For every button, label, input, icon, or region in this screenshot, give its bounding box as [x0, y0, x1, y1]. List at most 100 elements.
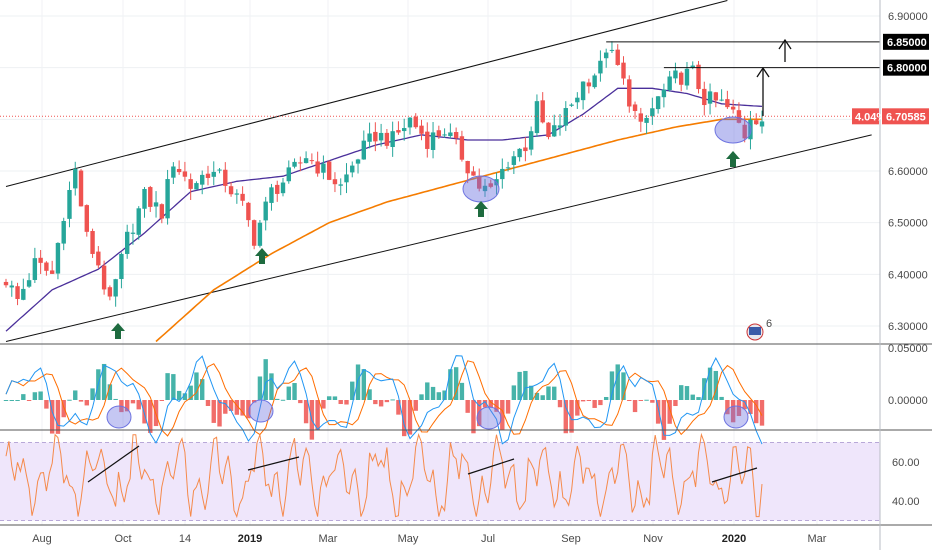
price-highlight [462, 175, 500, 203]
candle-body [61, 221, 66, 244]
macd-histogram-bar [275, 398, 280, 400]
candle-body [488, 183, 493, 187]
candle-body [315, 161, 320, 174]
macd-histogram-bar [736, 400, 742, 416]
candle-body [49, 270, 55, 274]
candle-body [200, 174, 205, 185]
candle-body [673, 70, 678, 79]
candle-body [344, 174, 349, 183]
candle-body [500, 168, 505, 180]
candle-body [419, 125, 424, 134]
candle-body [217, 169, 222, 171]
candle-body [101, 265, 107, 290]
macd-pane: 0.00000 0.05000 [3, 343, 928, 445]
candle-body [211, 171, 216, 177]
target-arrow-1-head [756, 66, 770, 78]
candle-body [401, 128, 407, 132]
macd-histogram-bar [621, 372, 626, 400]
macd-histogram-bar [407, 400, 413, 435]
candle-body [73, 168, 78, 189]
candle-body [165, 179, 170, 219]
candle-body [615, 49, 620, 65]
macd-histogram-bar [696, 397, 701, 400]
candle-body [159, 204, 165, 219]
macd-histogram-bar [113, 398, 118, 400]
candle-body [338, 184, 343, 186]
level-label-box [883, 33, 929, 50]
macd-histogram-bar [240, 400, 245, 416]
macd-histogram-bar [148, 400, 153, 433]
macd-histogram-bar [176, 390, 182, 400]
time-tick-label: Jul [481, 533, 495, 545]
candle-body [205, 173, 211, 178]
time-tick-label: Mar [319, 533, 338, 545]
change-label-box [852, 108, 879, 125]
candle-body [655, 96, 661, 110]
macd-histogram-bar [55, 400, 61, 434]
macd-histogram-bar [713, 370, 719, 400]
gridlines [0, 0, 880, 525]
candle-body [257, 222, 263, 246]
candle-body [534, 101, 540, 134]
macd-histogram-bar [217, 400, 222, 427]
macd-histogram-bar [361, 369, 367, 400]
candle-body [742, 124, 747, 139]
macd-histogram-bar [580, 400, 586, 402]
time-tick-label: Mar [808, 533, 827, 545]
price-tick-label: 6.40000 [888, 269, 928, 281]
macd-histogram-bar [615, 364, 620, 400]
candle-body [580, 81, 586, 101]
macd-histogram-bar [488, 400, 493, 408]
time-tick-label: May [398, 533, 419, 545]
candle-body [517, 148, 522, 158]
ma-slow-line [155, 118, 762, 343]
rsi-trendline [467, 458, 515, 475]
macd-histogram-bar [321, 400, 326, 409]
candle-body [298, 162, 303, 164]
candle-body [523, 147, 528, 152]
candle-body [67, 189, 72, 219]
candle-body [754, 120, 759, 125]
macd-histogram-bar [546, 386, 551, 400]
candle-body [569, 104, 574, 106]
macd-histogram-bar [730, 400, 736, 423]
macd-histogram-bar [367, 389, 372, 400]
candle-body [557, 125, 563, 128]
macd-histogram-bar [719, 396, 724, 400]
macd-histogram-bar [534, 392, 540, 400]
macd-histogram-bar [269, 373, 274, 400]
macd-histogram-bar [390, 399, 395, 401]
channel-lower-line [5, 134, 872, 342]
level-label: 6.85000 [887, 37, 927, 49]
macd-histogram-bar [378, 400, 384, 407]
candle-body [621, 62, 626, 79]
candle-body [748, 119, 753, 140]
macd-top-tick-label: 0.05000 [888, 343, 928, 355]
macd-histogram-bar [130, 400, 136, 404]
macd-histogram-bar [482, 400, 488, 408]
macd-histogram-bar [286, 386, 291, 400]
macd-histogram-bar [73, 390, 78, 400]
time-tick-label: Oct [114, 533, 131, 545]
candle-body [321, 163, 326, 173]
candle-body [286, 167, 291, 182]
macd-histogram-bar [754, 400, 759, 424]
candle-body [332, 179, 338, 185]
candle-body [153, 202, 159, 207]
candle-body [661, 89, 667, 98]
candle-body [171, 166, 176, 178]
macd-histogram-bar [165, 373, 170, 400]
macd-histogram-bar [609, 371, 615, 400]
macd-histogram-bar [9, 400, 14, 401]
candle-body [546, 122, 551, 138]
macd-histogram-bar [200, 379, 205, 400]
candle-body [684, 68, 690, 86]
level-label-box [883, 59, 929, 76]
macd-histogram-bar [257, 376, 263, 400]
candle-body [598, 60, 603, 74]
macd-histogram-bar [90, 388, 95, 400]
macd-histogram-bar [234, 400, 240, 415]
time-tick-label: 14 [179, 533, 191, 545]
candle-body [90, 230, 95, 254]
macd-histogram-bar [477, 400, 482, 427]
